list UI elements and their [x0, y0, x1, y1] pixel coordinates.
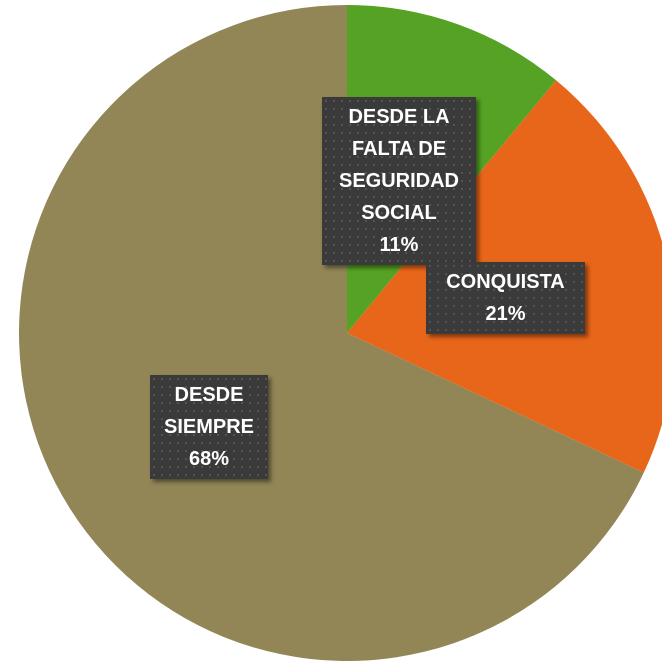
- value-label: 11%: [379, 234, 419, 256]
- category-label: CONQUISTA: [446, 271, 565, 293]
- value-label: 68%: [188, 448, 230, 470]
- pie-slice: [18, 5, 644, 662]
- category-label: DESDE LA FALTA DE SEGURIDAD SOCIAL: [338, 106, 459, 224]
- category-label: DESDE SIEMPRE: [163, 384, 255, 438]
- data-label: DESDE LA FALTA DE SEGURIDAD SOCIAL 11%: [322, 97, 476, 265]
- value-label: 21%: [485, 303, 526, 325]
- data-label: DESDE SIEMPRE 68%: [150, 375, 268, 479]
- data-label: CONQUISTA 21%: [426, 262, 585, 334]
